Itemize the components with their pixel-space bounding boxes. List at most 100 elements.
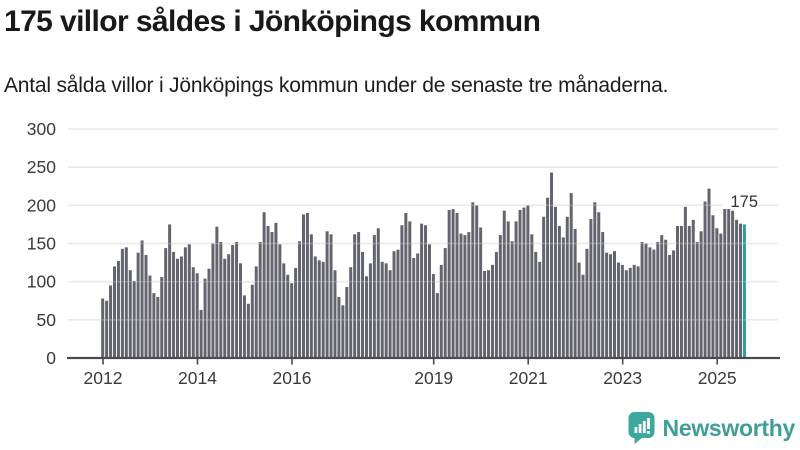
bar <box>679 225 683 358</box>
bar <box>353 234 357 358</box>
bar <box>199 309 203 358</box>
bar <box>116 261 120 358</box>
bar <box>349 267 353 358</box>
newsworthy-logo[interactable]: Newsworthy <box>627 411 795 445</box>
bar <box>467 232 471 358</box>
bar <box>231 245 235 358</box>
bar <box>266 225 270 358</box>
bar <box>337 296 341 358</box>
bar <box>494 251 498 358</box>
bar <box>333 270 337 358</box>
bar <box>179 256 183 358</box>
bar <box>286 274 290 358</box>
bar <box>577 262 581 358</box>
bar <box>270 232 274 358</box>
bar <box>522 207 526 358</box>
bar <box>510 241 514 358</box>
bar <box>632 264 636 358</box>
bar <box>451 209 455 358</box>
bar <box>569 193 573 358</box>
bar <box>392 251 396 358</box>
bar <box>400 225 404 358</box>
bar <box>463 235 467 358</box>
bar <box>550 172 554 358</box>
bar <box>420 223 424 358</box>
bar <box>187 244 191 358</box>
bar <box>168 224 172 358</box>
bar <box>329 234 333 358</box>
bar <box>683 206 687 358</box>
bar <box>254 266 258 358</box>
bar <box>483 270 487 358</box>
bar <box>534 251 538 358</box>
bar <box>530 234 534 358</box>
bar <box>325 231 329 358</box>
brand-name: Newsworthy <box>662 414 796 441</box>
bar <box>431 274 435 358</box>
bar <box>361 251 365 358</box>
bar <box>687 225 691 358</box>
x-axis-label: 2023 <box>603 368 642 388</box>
bar-highlight <box>742 224 746 358</box>
bar <box>731 210 735 358</box>
bar <box>498 235 502 358</box>
bar <box>282 263 286 358</box>
bar <box>439 264 443 358</box>
bar <box>605 252 609 358</box>
bar <box>490 264 494 358</box>
bar <box>479 227 483 358</box>
bar <box>557 225 561 358</box>
x-axis-label: 2014 <box>178 368 217 388</box>
bar <box>585 248 589 358</box>
y-axis-label: 250 <box>27 157 56 177</box>
bar <box>321 261 325 358</box>
bar <box>203 278 207 358</box>
bar <box>526 205 530 358</box>
bar <box>176 258 179 358</box>
bar <box>380 261 384 358</box>
bar <box>396 249 400 358</box>
bar <box>589 219 593 358</box>
bar <box>538 261 542 358</box>
bar <box>376 228 380 358</box>
bar <box>502 210 506 358</box>
bar <box>211 243 215 358</box>
bar <box>711 215 715 358</box>
y-axis-label: 50 <box>37 310 57 330</box>
bar <box>447 209 451 358</box>
y-axis-label: 0 <box>46 348 56 368</box>
bar <box>250 284 254 358</box>
bar <box>128 270 132 358</box>
bar <box>644 243 648 358</box>
bar <box>408 221 412 358</box>
bar <box>215 226 219 358</box>
bar <box>262 212 266 358</box>
bar <box>565 216 569 358</box>
bar <box>581 274 585 358</box>
bar <box>723 207 727 358</box>
bar <box>727 205 731 358</box>
bar <box>313 256 317 358</box>
bar <box>553 206 557 358</box>
bar <box>345 287 349 358</box>
bar <box>152 293 156 358</box>
bar <box>613 251 617 358</box>
bar <box>372 235 376 358</box>
bar <box>518 209 522 358</box>
bar <box>640 241 644 358</box>
bar <box>735 219 739 358</box>
bar <box>593 202 597 358</box>
bar <box>628 267 632 358</box>
bar <box>668 254 672 358</box>
bar <box>609 254 613 358</box>
bar <box>144 254 148 358</box>
bar <box>506 221 510 358</box>
bar <box>695 241 699 358</box>
page-title: 175 villor såldes i Jönköpings kommun <box>4 5 541 38</box>
bar <box>172 251 176 358</box>
bar <box>424 225 428 358</box>
bar <box>148 275 152 358</box>
bar <box>676 225 679 358</box>
bar <box>384 263 388 358</box>
bar <box>616 262 620 358</box>
